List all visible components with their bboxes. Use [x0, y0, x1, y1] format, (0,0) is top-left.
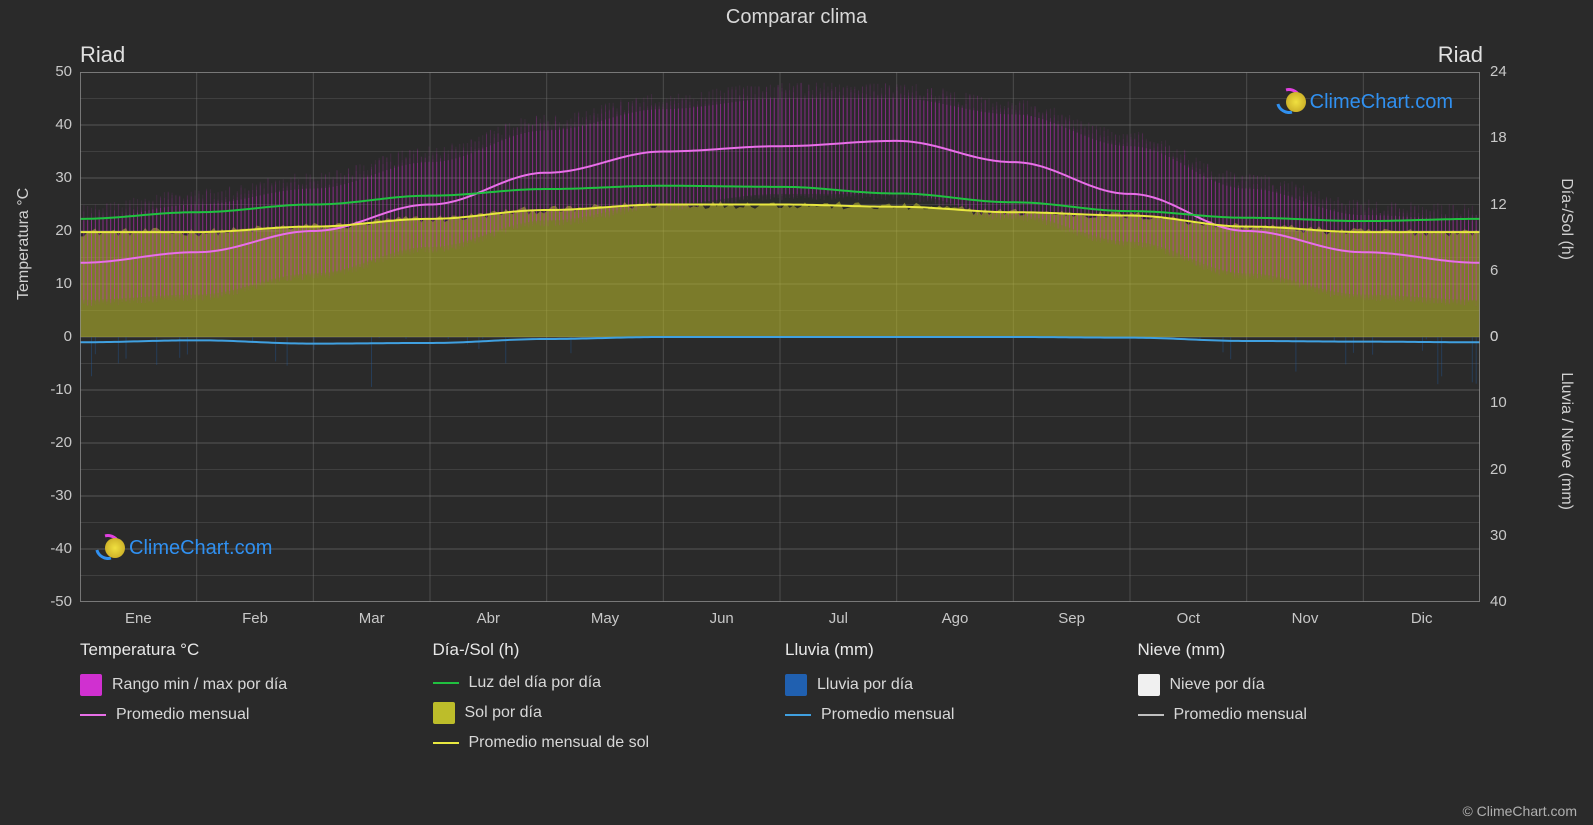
legend-swatch	[80, 714, 106, 716]
climate-chart-canvas	[80, 72, 1480, 602]
y-tick-left: 40	[55, 116, 72, 133]
y-axis-right-bottom-label: Lluvia / Nieve (mm)	[1557, 372, 1575, 510]
y-tick-right-bottom: 40	[1490, 593, 1507, 610]
legend-item: Nieve por día	[1138, 674, 1481, 696]
legend-item: Promedio mensual de sol	[433, 734, 776, 752]
y-tick-right-bottom: 10	[1490, 394, 1507, 411]
legend-swatch	[433, 742, 459, 744]
y-axis-left-label: Temperatura °C	[15, 188, 33, 300]
y-tick-left: -10	[50, 381, 72, 398]
city-label-right: Riad	[1438, 42, 1483, 68]
x-tick-month: Sep	[1058, 610, 1085, 627]
logo-icon	[1276, 88, 1304, 116]
x-tick-month: Jun	[710, 610, 734, 627]
legend-item: Lluvia por día	[785, 674, 1128, 696]
legend-group: Nieve (mm) Nieve por día Promedio mensual	[1138, 640, 1481, 762]
x-tick-month: Mar	[359, 610, 385, 627]
y-tick-right-top: 24	[1490, 63, 1507, 80]
y-tick-left: 50	[55, 63, 72, 80]
x-tick-month: Dic	[1411, 610, 1433, 627]
y-tick-left: -30	[50, 487, 72, 504]
legend-group: Lluvia (mm) Lluvia por día Promedio mensua…	[785, 640, 1128, 762]
y-tick-right-bottom: 20	[1490, 461, 1507, 478]
legend-label: Promedio mensual	[1174, 706, 1307, 724]
y-tick-right-top: 12	[1490, 196, 1507, 213]
y-tick-left: 20	[55, 222, 72, 239]
x-tick-month: Abr	[477, 610, 500, 627]
legend-swatch	[433, 702, 455, 724]
legend-swatch	[785, 714, 811, 716]
y-axis-right-top-label: Día-/Sol (h)	[1557, 178, 1575, 260]
legend-item: Promedio mensual	[785, 706, 1128, 724]
legend-item: Luz del día por día	[433, 674, 776, 692]
legend-head: Día-/Sol (h)	[433, 640, 776, 660]
brand-logo-top: ClimeChart.com	[1276, 88, 1453, 116]
y-tick-left: -20	[50, 434, 72, 451]
legend-item: Promedio mensual	[1138, 706, 1481, 724]
chart-container: Comparar clima Riad Riad Temperatura °C …	[0, 0, 1593, 825]
legend: Temperatura °C Rango min / max por día Pro…	[80, 640, 1480, 762]
legend-label: Promedio mensual	[821, 706, 954, 724]
legend-label: Rango min / max por día	[112, 676, 287, 694]
legend-label: Lluvia por día	[817, 676, 913, 694]
legend-label: Promedio mensual	[116, 706, 249, 724]
chart-title: Comparar clima	[0, 0, 1593, 29]
x-tick-month: Ago	[942, 610, 969, 627]
legend-item: Promedio mensual	[80, 706, 423, 724]
y-tick-left: 30	[55, 169, 72, 186]
y-tick-right-top: 6	[1490, 262, 1498, 279]
x-tick-month: Ene	[125, 610, 152, 627]
legend-swatch	[433, 682, 459, 684]
x-tick-month: Feb	[242, 610, 268, 627]
legend-label: Sol por día	[465, 704, 542, 722]
legend-head: Temperatura °C	[80, 640, 423, 660]
legend-head: Lluvia (mm)	[785, 640, 1128, 660]
legend-item: Rango min / max por día	[80, 674, 423, 696]
brand-logo-bottom: ClimeChart.com	[95, 534, 272, 562]
x-tick-month: Jul	[829, 610, 848, 627]
legend-swatch	[80, 674, 102, 696]
y-tick-left: -50	[50, 593, 72, 610]
legend-swatch	[1138, 674, 1160, 696]
credit-text: © ClimeChart.com	[1462, 803, 1577, 819]
y-tick-right-bottom: 30	[1490, 527, 1507, 544]
legend-group: Día-/Sol (h) Luz del día por día Sol por d…	[433, 640, 776, 762]
logo-icon	[95, 534, 123, 562]
brand-name: ClimeChart.com	[1310, 91, 1453, 114]
legend-swatch	[785, 674, 807, 696]
y-tick-left: 10	[55, 275, 72, 292]
plot-area	[80, 72, 1480, 602]
legend-label: Luz del día por día	[469, 674, 602, 692]
y-tick-right-top: 18	[1490, 129, 1507, 146]
city-label-left: Riad	[80, 42, 125, 68]
brand-name: ClimeChart.com	[129, 537, 272, 560]
x-tick-month: May	[591, 610, 619, 627]
x-tick-month: Oct	[1177, 610, 1200, 627]
y-tick-left: 0	[64, 328, 72, 345]
legend-label: Promedio mensual de sol	[469, 734, 650, 752]
legend-item: Sol por día	[433, 702, 776, 724]
y-tick-left: -40	[50, 540, 72, 557]
legend-swatch	[1138, 714, 1164, 716]
legend-head: Nieve (mm)	[1138, 640, 1481, 660]
y-tick-right-bottom: 0	[1490, 328, 1498, 345]
x-tick-month: Nov	[1292, 610, 1319, 627]
legend-group: Temperatura °C Rango min / max por día Pro…	[80, 640, 423, 762]
legend-label: Nieve por día	[1170, 676, 1265, 694]
